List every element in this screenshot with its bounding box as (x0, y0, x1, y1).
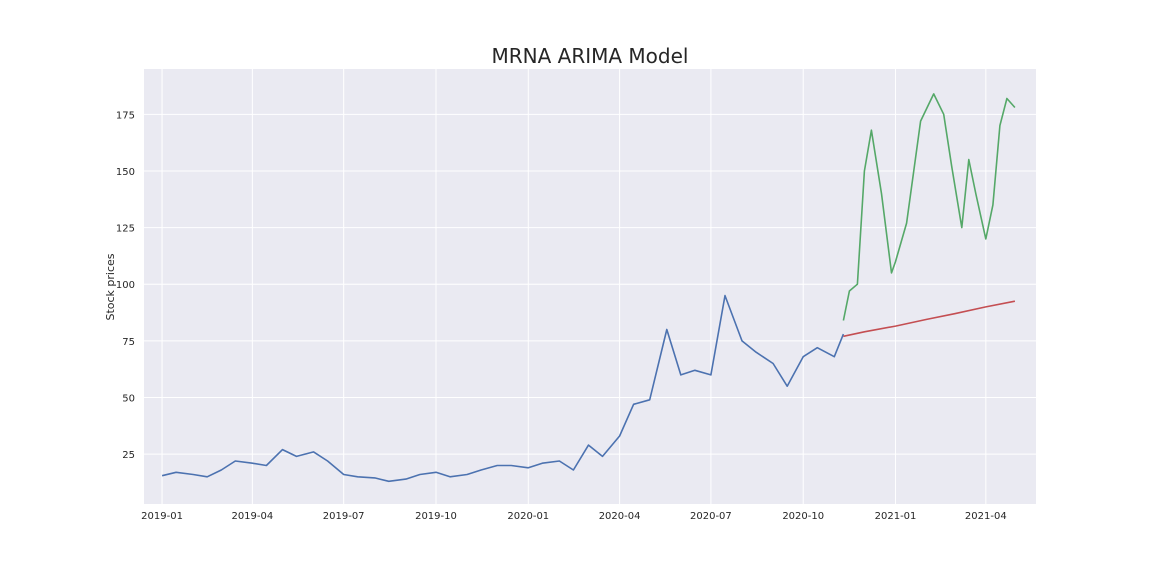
x-tick-label: 2020-01 (507, 511, 549, 522)
y-tick-label: 125 (116, 224, 135, 235)
plot-area (144, 69, 1036, 504)
chart-title: MRNA ARIMA Model (492, 44, 689, 68)
x-tick-label: 2021-04 (965, 511, 1007, 522)
y-tick-label: 25 (122, 450, 135, 461)
y-tick-label: 50 (122, 394, 135, 405)
y-tick-label: 75 (122, 337, 135, 348)
y-tick-label: 175 (116, 110, 135, 121)
x-tick-label: 2020-07 (690, 511, 732, 522)
x-tick-label: 2019-10 (415, 511, 457, 522)
y-tick-label: 150 (116, 167, 135, 178)
y-tick-label: 100 (116, 280, 135, 291)
x-axis: 2019-01 2019-04 2019-07 2019-10 2020-01 2020-… (141, 511, 1007, 522)
x-tick-label: 2019-04 (231, 511, 273, 522)
series-layer (161, 93, 1016, 483)
forecast-series-line (843, 300, 1016, 338)
train-series-line (161, 294, 845, 483)
x-tick-label: 2020-10 (782, 511, 824, 522)
x-tick-label: 2019-01 (141, 511, 183, 522)
y-axis: 25 50 75 100 125 150 175 (116, 110, 135, 461)
x-tick-label: 2019-07 (323, 511, 365, 522)
x-tick-label: 2021-01 (875, 511, 917, 522)
y-axis-label: Stock prices (104, 253, 117, 320)
actual-series-line (842, 93, 1016, 321)
x-tick-label: 2020-04 (599, 511, 641, 522)
